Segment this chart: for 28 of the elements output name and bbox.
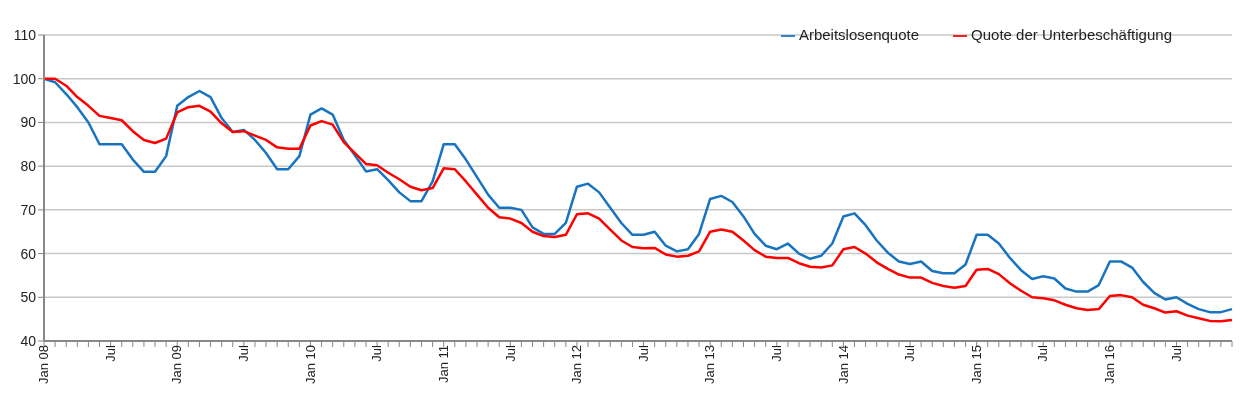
x-tick-label: Jul xyxy=(769,344,785,362)
x-tick-label: Jul xyxy=(369,344,385,362)
y-tick-label: 70 xyxy=(20,201,37,218)
x-tick-label: Jul xyxy=(102,344,118,362)
y-tick-label: 50 xyxy=(20,289,37,306)
x-tick-label: Jul xyxy=(1168,344,1184,362)
x-tick-label: Jul xyxy=(635,344,651,362)
x-tick-label: Jan 10 xyxy=(302,345,318,385)
x-tick-label: Jul xyxy=(236,344,252,362)
y-tick-label: 40 xyxy=(20,332,37,349)
x-tick-label: Jan 14 xyxy=(835,345,851,385)
x-tick-label: Jan 12 xyxy=(569,345,585,385)
x-tick-label: Jan 08 xyxy=(36,345,52,385)
x-tick-label: Jul xyxy=(502,344,518,362)
x-tick-label: Jan 13 xyxy=(702,345,718,385)
legend-label: Quote der Unterbeschäftigung xyxy=(971,26,1172,43)
x-tick-label: Jan 15 xyxy=(968,345,984,385)
x-tick-label: Jan 16 xyxy=(1102,345,1118,385)
y-tick-label: 100 xyxy=(12,70,37,87)
y-tick-label: 60 xyxy=(20,245,37,262)
legend-label: Arbeitslosenquote xyxy=(798,26,920,43)
x-tick-label: Jan 09 xyxy=(169,345,185,385)
y-tick-label: 110 xyxy=(13,27,37,43)
y-tick-label: 90 xyxy=(20,114,37,131)
y-tick-label: 80 xyxy=(20,158,37,175)
x-tick-label: Jul xyxy=(902,344,918,362)
x-tick-label: Jan 11 xyxy=(435,345,451,384)
x-tick-label: Jul xyxy=(1035,344,1051,362)
